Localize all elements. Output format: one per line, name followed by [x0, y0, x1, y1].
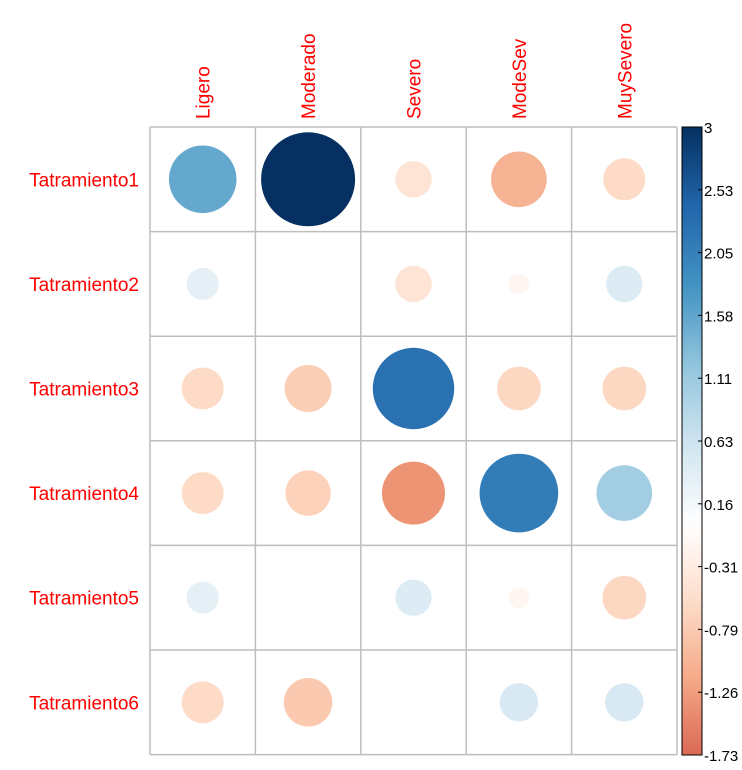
data-circle [508, 587, 530, 609]
data-circle [261, 132, 356, 227]
color-bar-tick-label: -1.73 [704, 748, 738, 765]
column-label: MuySevero [615, 23, 636, 119]
data-circle [372, 347, 455, 430]
row-label: Tatramiento5 [29, 589, 139, 610]
data-circle [186, 267, 219, 300]
data-circle [186, 581, 219, 614]
data-circle [395, 265, 432, 303]
color-bar-tick-label: 0.63 [704, 434, 733, 451]
row-label: Tatramiento2 [29, 275, 139, 296]
row-label: Tatramiento6 [29, 693, 139, 714]
data-circle [285, 470, 331, 516]
data-circle [508, 273, 530, 295]
data-circle [499, 683, 539, 722]
data-circle [381, 461, 446, 525]
data-circle [603, 158, 646, 201]
data-circle [602, 575, 647, 620]
row-label: Tatramiento4 [29, 484, 139, 505]
color-bar-tick-label: -0.31 [704, 560, 738, 577]
color-bar-tick-label: 3 [704, 120, 712, 137]
data-circle [181, 367, 224, 410]
row-label: Tatramiento3 [29, 380, 139, 401]
data-circle [605, 683, 644, 722]
color-bar-tick-label: 0.16 [704, 497, 733, 514]
data-circle [181, 681, 224, 724]
data-circle [606, 265, 643, 303]
data-circle [284, 365, 332, 412]
row-label: Tatramiento1 [29, 170, 139, 191]
data-circle [168, 145, 237, 214]
color-bar-tick-label: -0.79 [704, 622, 738, 639]
data-circle [283, 678, 333, 727]
color-bar-tick-label: 1.58 [704, 308, 733, 325]
data-circle [491, 151, 547, 208]
data-circle [479, 453, 559, 533]
column-label: ModeSev [510, 38, 531, 119]
color-bar-tick-label: 2.53 [704, 183, 733, 200]
data-circle [395, 161, 432, 198]
column-label: Moderado [299, 33, 320, 119]
data-circle [602, 366, 647, 411]
column-label: Severo [405, 59, 426, 119]
color-bar-tick-label: 2.05 [704, 246, 733, 263]
color-bar-tick-label: -1.26 [704, 685, 738, 702]
color-bar-tick-label: 1.11 [704, 371, 732, 388]
column-label: Ligero [194, 66, 215, 119]
data-circle [181, 472, 224, 515]
data-circle [497, 366, 541, 411]
data-circle [596, 465, 653, 521]
color-bar [682, 127, 702, 755]
data-circle [395, 579, 432, 616]
